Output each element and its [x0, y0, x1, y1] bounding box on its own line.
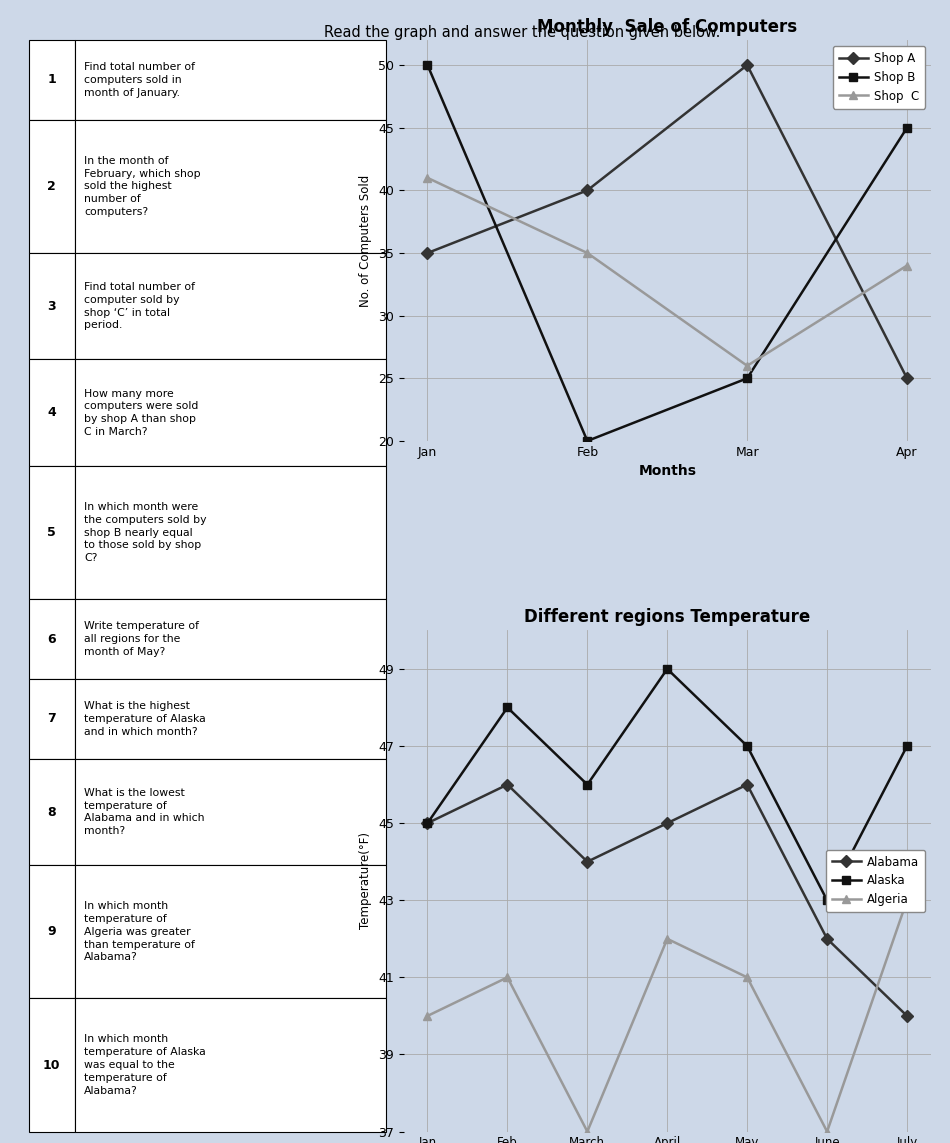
Text: In which month
temperature of
Algeria was greater
than temperature of
Alabama?: In which month temperature of Algeria wa…	[84, 902, 195, 962]
Alaska	[902, 740, 913, 753]
Text: 5: 5	[48, 526, 56, 539]
Y-axis label: Temperature(°F): Temperature(°F)	[359, 832, 372, 929]
Text: 10: 10	[43, 1058, 61, 1071]
FancyBboxPatch shape	[28, 253, 75, 360]
Algeria	[822, 1125, 833, 1138]
Shop A	[422, 246, 433, 259]
Shop B	[581, 434, 593, 448]
FancyBboxPatch shape	[75, 759, 386, 865]
Alabama	[902, 1009, 913, 1023]
FancyBboxPatch shape	[75, 253, 386, 360]
FancyBboxPatch shape	[75, 865, 386, 999]
Alaska	[742, 740, 753, 753]
Text: Find total number of
computer sold by
shop ‘C’ in total
period.: Find total number of computer sold by sh…	[84, 282, 195, 330]
Text: How many more
computers were sold
by shop A than shop
C in March?: How many more computers were sold by sho…	[84, 389, 199, 437]
Alabama	[822, 932, 833, 945]
FancyBboxPatch shape	[28, 599, 75, 679]
Algeria	[902, 894, 913, 908]
Line: Shop B: Shop B	[424, 61, 911, 445]
Text: What is the highest
temperature of Alaska
and in which month?: What is the highest temperature of Alask…	[84, 701, 205, 737]
Text: Write temperature of
all regions for the
month of May?: Write temperature of all regions for the…	[84, 622, 199, 657]
Shop B	[422, 58, 433, 72]
FancyBboxPatch shape	[28, 999, 75, 1132]
Text: What is the lowest
temperature of
Alabama and in which
month?: What is the lowest temperature of Alabam…	[84, 788, 204, 837]
Title: Different regions Temperature: Different regions Temperature	[524, 608, 810, 626]
Alabama	[581, 855, 593, 869]
Algeria	[581, 1125, 593, 1138]
Text: 2: 2	[48, 179, 56, 193]
Shop  C	[902, 258, 913, 272]
Shop B	[902, 121, 913, 135]
Shop B	[742, 371, 753, 385]
Shop A	[902, 371, 913, 385]
Line: Shop  C: Shop C	[424, 174, 911, 370]
FancyBboxPatch shape	[75, 40, 386, 120]
Algeria	[742, 970, 753, 984]
Shop A	[742, 58, 753, 72]
Algeria	[422, 1009, 433, 1023]
Alaska	[422, 816, 433, 830]
Text: In which month
temperature of Alaska
was equal to the
temperature of
Alabama?: In which month temperature of Alaska was…	[84, 1034, 205, 1096]
Shop  C	[742, 359, 753, 373]
FancyBboxPatch shape	[28, 360, 75, 466]
Alabama	[742, 777, 753, 791]
FancyBboxPatch shape	[28, 40, 75, 120]
FancyBboxPatch shape	[75, 120, 386, 253]
FancyBboxPatch shape	[28, 466, 75, 599]
Alaska	[822, 894, 833, 908]
FancyBboxPatch shape	[28, 865, 75, 999]
FancyBboxPatch shape	[28, 120, 75, 253]
Alaska	[661, 662, 673, 676]
Text: 3: 3	[48, 299, 56, 313]
Line: Algeria: Algeria	[424, 896, 911, 1136]
Algeria	[502, 970, 513, 984]
Text: In the month of
February, which shop
sold the highest
number of
computers?: In the month of February, which shop sol…	[84, 155, 200, 217]
Shop  C	[422, 171, 433, 185]
Text: 6: 6	[48, 632, 56, 646]
Alabama	[422, 816, 433, 830]
Alaska	[502, 701, 513, 714]
Text: 8: 8	[48, 806, 56, 818]
Text: 9: 9	[48, 926, 56, 938]
Alaska	[581, 777, 593, 791]
Line: Shop A: Shop A	[424, 61, 911, 383]
FancyBboxPatch shape	[75, 999, 386, 1132]
Text: 4: 4	[48, 406, 56, 419]
Alabama	[661, 816, 673, 830]
FancyBboxPatch shape	[75, 360, 386, 466]
FancyBboxPatch shape	[28, 679, 75, 759]
FancyBboxPatch shape	[75, 599, 386, 679]
Legend: Alabama, Alaska, Algeria: Alabama, Alaska, Algeria	[826, 849, 925, 912]
FancyBboxPatch shape	[28, 759, 75, 865]
Shop A	[581, 184, 593, 198]
FancyBboxPatch shape	[75, 466, 386, 599]
FancyBboxPatch shape	[75, 679, 386, 759]
Text: 1: 1	[48, 73, 56, 87]
Text: Find total number of
computers sold in
month of January.: Find total number of computers sold in m…	[84, 62, 195, 98]
Text: 7: 7	[48, 712, 56, 726]
Line: Alaska: Alaska	[424, 665, 911, 904]
Shop  C	[581, 246, 593, 259]
Text: Read the graph and answer the question given below.: Read the graph and answer the question g…	[324, 25, 721, 40]
Alabama	[502, 777, 513, 791]
Algeria	[661, 932, 673, 945]
Y-axis label: No. of Computers Sold: No. of Computers Sold	[359, 175, 372, 306]
X-axis label: Months: Months	[638, 464, 696, 479]
Text: In which month were
the computers sold by
shop B nearly equal
to those sold by s: In which month were the computers sold b…	[84, 502, 206, 563]
Title: Monthly  Sale of Computers: Monthly Sale of Computers	[537, 17, 797, 35]
Legend: Shop A, Shop B, Shop  C: Shop A, Shop B, Shop C	[832, 46, 925, 109]
Line: Alabama: Alabama	[424, 781, 911, 1020]
